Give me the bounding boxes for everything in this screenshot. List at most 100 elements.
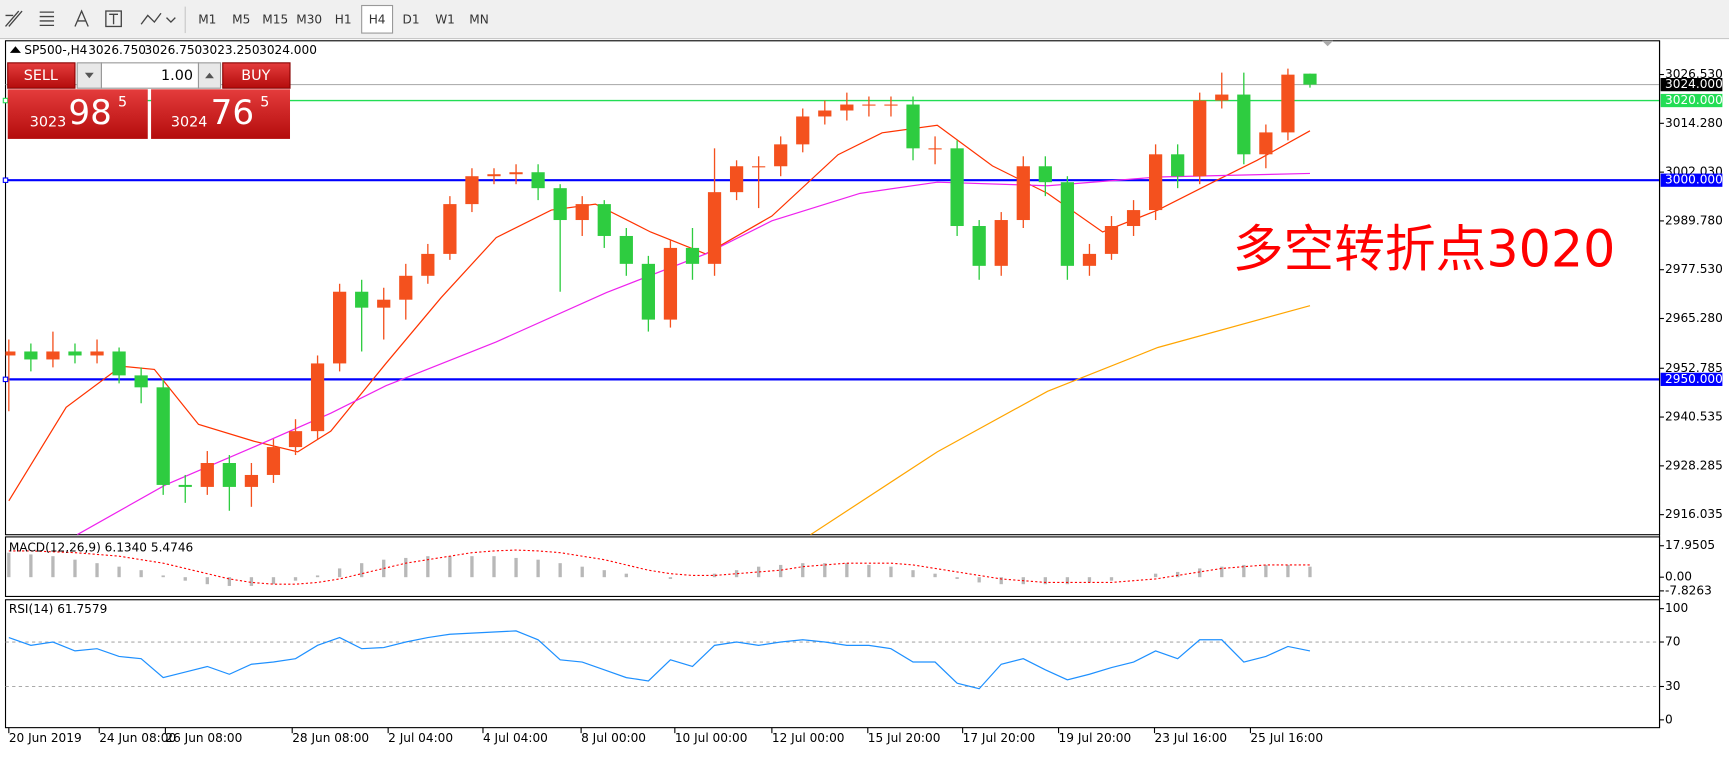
y-tick-label: 2989.780 bbox=[1665, 213, 1723, 227]
x-tick-label: 28 Jun 08:00 bbox=[292, 731, 369, 745]
level-label: 2950.000 bbox=[1665, 372, 1723, 386]
period-button[interactable]: MN bbox=[469, 12, 489, 26]
macd-bar bbox=[73, 559, 77, 578]
x-tick-label: 12 Jul 00:00 bbox=[772, 731, 845, 745]
y-tick-label: 3026.530 bbox=[1665, 67, 1723, 81]
macd-bar bbox=[1286, 564, 1290, 578]
icon-text[interactable] bbox=[74, 9, 89, 27]
candle-body bbox=[619, 235, 633, 264]
period-button[interactable]: H1 bbox=[335, 12, 352, 26]
macd-bar bbox=[1065, 577, 1070, 585]
candle-body bbox=[244, 474, 259, 487]
period-button[interactable]: W1 bbox=[435, 12, 455, 26]
macd-bar bbox=[51, 556, 55, 578]
icon-fibo[interactable] bbox=[39, 11, 55, 27]
period-buttons: M1 M5 M15 M30 H1 H4 D1 W1 MN bbox=[198, 4, 489, 34]
candle-body bbox=[68, 351, 82, 356]
macd-bar bbox=[1176, 571, 1180, 578]
toolbar: M1 M5 M15 M30 H1 H4 D1 W1 MN bbox=[0, 0, 1729, 40]
y-tick-label: 2952.785 bbox=[1665, 361, 1723, 375]
candle-body bbox=[729, 166, 744, 193]
candle-body bbox=[972, 226, 986, 266]
icon-label-t[interactable] bbox=[109, 13, 118, 25]
y-tick-label: 2916.035 bbox=[1665, 507, 1723, 521]
macd-bar bbox=[337, 568, 342, 578]
sell-price-box[interactable] bbox=[7, 89, 148, 139]
period-button[interactable]: M15 bbox=[262, 12, 288, 26]
macd-bar bbox=[293, 577, 298, 581]
symbol: SP500-,H4 bbox=[24, 43, 87, 57]
macd-bar bbox=[845, 563, 849, 578]
icon-lines[interactable] bbox=[5, 10, 23, 27]
candle-body bbox=[1104, 226, 1119, 254]
x-tick-label: 23 Jul 16:00 bbox=[1155, 731, 1228, 745]
y-tick-label: 100 bbox=[1665, 601, 1688, 615]
candle-body bbox=[509, 172, 523, 175]
macd-bar bbox=[712, 573, 717, 578]
shift-marker[interactable] bbox=[1322, 40, 1334, 47]
ohlc-high: 3026.750 bbox=[144, 43, 202, 57]
candle-body bbox=[134, 375, 148, 388]
period-button[interactable]: M30 bbox=[296, 12, 322, 26]
level-box bbox=[1660, 372, 1723, 386]
candle-body bbox=[24, 351, 38, 360]
lots-value: 1.00 bbox=[161, 68, 193, 84]
moving-average bbox=[8, 124, 1311, 502]
current-price-box bbox=[1660, 77, 1723, 92]
buy-price-pips: 76 bbox=[211, 93, 254, 133]
macd-bar bbox=[558, 563, 562, 578]
period-active bbox=[361, 4, 394, 34]
macd-bar bbox=[756, 566, 761, 578]
axes: 3026.5303014.2803002.0302989.7802977.530… bbox=[2, 40, 1723, 745]
candle-body bbox=[1303, 73, 1317, 85]
level-handle bbox=[2, 177, 9, 183]
macd-bar bbox=[183, 577, 187, 581]
macd-bar bbox=[249, 577, 254, 586]
level-label: 3020.000 bbox=[1665, 93, 1723, 107]
macd-signal bbox=[8, 549, 1310, 585]
macd-bar bbox=[801, 563, 805, 578]
macd-bar bbox=[955, 577, 959, 579]
candle-body bbox=[685, 247, 700, 264]
macd-panel bbox=[4, 536, 1661, 597]
candle-body bbox=[200, 463, 214, 487]
buy-button[interactable] bbox=[222, 62, 291, 89]
macd-bar bbox=[668, 577, 673, 579]
macd-bar bbox=[602, 570, 606, 578]
period-button[interactable]: D1 bbox=[403, 12, 420, 26]
macd-bar bbox=[734, 570, 739, 578]
buy-label: BUY bbox=[241, 68, 270, 84]
level-box bbox=[1660, 93, 1723, 108]
macd-bar bbox=[933, 573, 937, 578]
candle-body bbox=[531, 172, 545, 189]
icon-arrows[interactable] bbox=[140, 12, 176, 25]
level-handle bbox=[2, 376, 9, 383]
candle-body bbox=[862, 104, 876, 106]
x-tick-label: 20 Jun 2019 bbox=[9, 731, 82, 745]
y-tick-label: -7.8263 bbox=[1665, 583, 1712, 597]
level-label: 3000.000 bbox=[1665, 173, 1723, 187]
candle-body bbox=[884, 104, 898, 106]
macd-bar bbox=[580, 566, 584, 578]
main-plot bbox=[5, 68, 1660, 535]
macd-bar bbox=[1087, 577, 1092, 583]
rsi-plot bbox=[5, 630, 1660, 690]
candle-body bbox=[90, 351, 104, 356]
sell-price-pips: 98 bbox=[68, 93, 111, 133]
y-tick-label: 2928.285 bbox=[1665, 458, 1723, 472]
macd-bar bbox=[536, 559, 540, 578]
x-tick-label: 25 Jul 16:00 bbox=[1250, 731, 1323, 745]
annotation: 多空转折点3020 bbox=[1233, 219, 1616, 278]
x-tick-label: 15 Jul 20:00 bbox=[868, 731, 941, 745]
period-button[interactable]: M1 bbox=[198, 12, 216, 26]
icon-label[interactable] bbox=[105, 10, 122, 28]
period-button[interactable]: H4 bbox=[369, 12, 386, 26]
macd-bar bbox=[227, 577, 232, 586]
x-tick-label: 4 Jul 04:00 bbox=[483, 731, 548, 745]
candle-body bbox=[906, 104, 920, 149]
y-tick-label: 70 bbox=[1665, 635, 1680, 649]
period-button[interactable]: M5 bbox=[232, 12, 250, 26]
lots-input[interactable] bbox=[100, 62, 200, 89]
sell-button[interactable] bbox=[7, 62, 76, 89]
buy-price-box[interactable] bbox=[151, 89, 291, 139]
